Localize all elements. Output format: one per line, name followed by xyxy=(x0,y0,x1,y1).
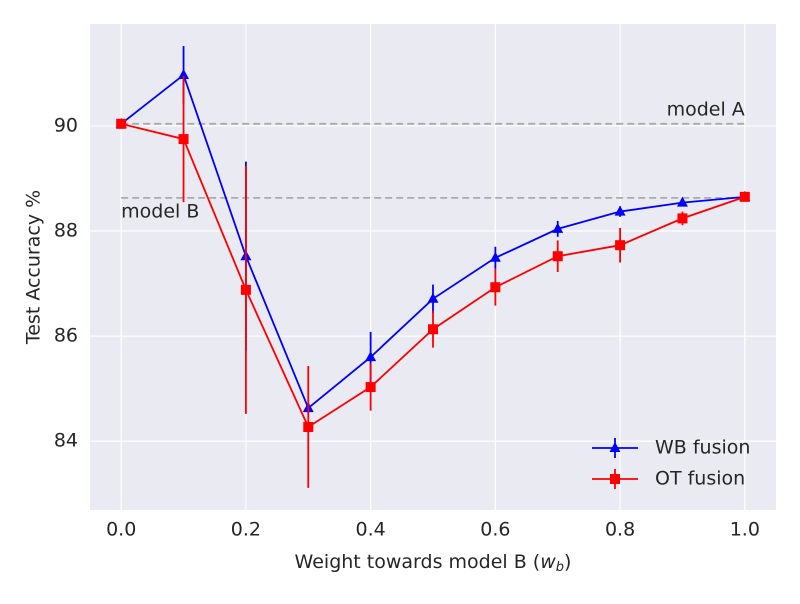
legend-label: OT fusion xyxy=(655,468,745,490)
marker xyxy=(116,118,127,129)
marker xyxy=(427,292,439,303)
marker xyxy=(609,442,621,452)
y-tick-label: 90 xyxy=(54,114,78,136)
x-tick-label: 0.8 xyxy=(605,519,635,541)
y-axis-label: Test Accuracy % xyxy=(23,190,45,345)
marker xyxy=(178,134,189,145)
marker xyxy=(240,284,251,295)
x-axis-label: Weight towards model B (wb) xyxy=(295,551,572,575)
x-label-part: ) xyxy=(564,551,571,573)
x-tick-label: 0.2 xyxy=(231,519,261,541)
x-label-part: b xyxy=(556,560,564,575)
x-tick-label: 0.6 xyxy=(480,519,510,541)
marker xyxy=(739,191,750,202)
marker xyxy=(428,324,438,335)
x-tick-label: 1.0 xyxy=(730,519,760,541)
plot-area xyxy=(90,24,776,510)
x-label-part: Weight towards model B ( xyxy=(295,551,541,573)
series xyxy=(116,76,750,488)
y-tick-label: 88 xyxy=(54,220,78,242)
x-tick-label: 0.4 xyxy=(356,519,386,541)
marker xyxy=(303,421,314,432)
y-tick-label: 84 xyxy=(54,430,78,452)
legend: WB fusion OT fusion xyxy=(592,437,750,490)
marker xyxy=(610,474,620,484)
marker xyxy=(365,351,377,362)
reference-label: model A xyxy=(667,98,745,120)
x-tick-label: 0.0 xyxy=(106,519,136,541)
marker xyxy=(490,282,501,293)
y-tick-label: 86 xyxy=(54,325,78,347)
marker xyxy=(178,68,190,79)
marker xyxy=(676,196,688,207)
x-label-part: w xyxy=(540,551,556,573)
marker xyxy=(615,240,626,251)
marker xyxy=(365,382,376,393)
marker xyxy=(677,213,688,224)
legend-label: WB fusion xyxy=(655,437,750,459)
marker xyxy=(552,251,563,262)
marker xyxy=(489,251,501,262)
reference-label: model B xyxy=(121,200,199,222)
marker xyxy=(614,205,626,216)
marker xyxy=(552,222,564,233)
